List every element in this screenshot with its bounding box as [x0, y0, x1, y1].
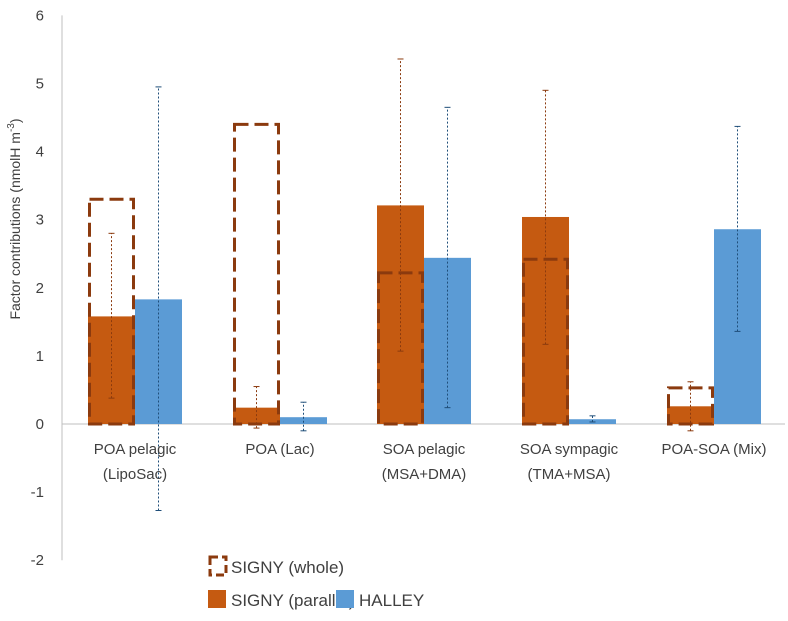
bar-signy-whole	[88, 197, 135, 426]
bar-signy-whole	[667, 386, 714, 426]
x-tick-label: SOA pelagic	[383, 441, 466, 458]
y-axis-label: Factor contributions (nmolH m-3)	[6, 118, 23, 319]
y-tick-label: -2	[31, 552, 44, 569]
bar-signy-whole	[377, 271, 424, 426]
legend-label-signy-parallel: SIGNY (parallel)	[231, 591, 354, 610]
legend-label-halley: HALLEY	[359, 591, 424, 610]
bar-halley	[424, 257, 471, 424]
bar-signy-parallel	[88, 316, 135, 424]
x-tick-label: POA pelagic	[94, 441, 177, 458]
y-tick-label: 6	[36, 7, 44, 24]
legend-swatch-signy-parallel	[208, 590, 226, 608]
y-tick-label: 2	[36, 280, 44, 297]
bar-signy-whole	[233, 122, 280, 426]
y-tick-label: 5	[36, 76, 44, 93]
y-tick-label: 3	[36, 212, 44, 229]
x-tick-label-line2: (MSA+DMA)	[382, 466, 467, 483]
x-tick-label: SOA sympagic	[520, 441, 619, 458]
y-tick-label: 1	[36, 348, 44, 365]
legend-swatch-signy-whole	[208, 555, 228, 577]
bar-signy-parallel	[667, 406, 714, 424]
y-tick-label: 0	[36, 416, 44, 433]
bar-halley	[280, 417, 327, 424]
x-tick-label-line2: (TMA+MSA)	[528, 466, 611, 483]
y-tick-label: -1	[31, 484, 44, 501]
x-tick-label: POA (Lac)	[245, 441, 314, 458]
x-tick-label-line2: (LipoSac)	[103, 466, 167, 483]
legend-label-signy-whole: SIGNY (whole)	[231, 558, 344, 577]
y-tick-label: 4	[36, 144, 44, 161]
legend-swatch-halley	[336, 590, 354, 608]
x-tick-label: POA-SOA (Mix)	[661, 441, 766, 458]
